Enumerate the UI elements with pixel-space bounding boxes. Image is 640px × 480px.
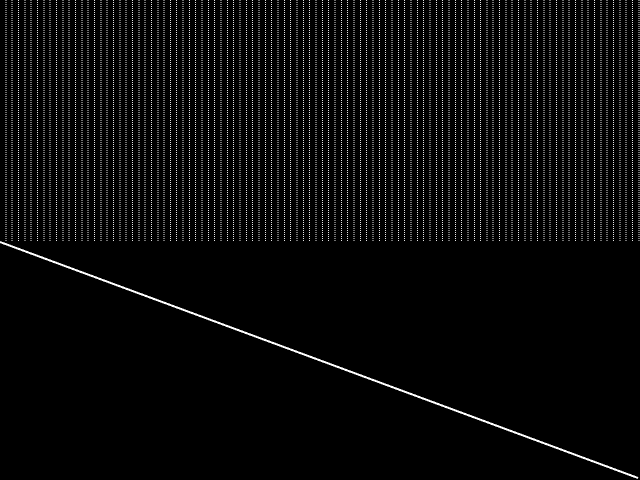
diagonal-line: [0, 241, 639, 479]
dotted-pattern-area: [0, 0, 640, 242]
